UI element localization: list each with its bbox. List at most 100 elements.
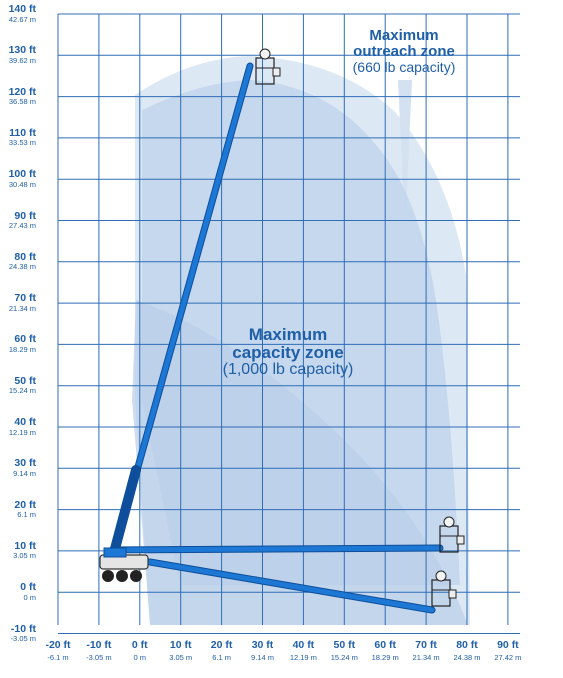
x-tick-label: -10 ft -3.05 m [77,640,121,661]
boom-lower [147,559,435,613]
x-tick-ft: 50 ft [333,639,356,651]
y-tick-ft: -10 ft [10,622,36,635]
y-tick-label: 60 ft 18.29 m [0,334,36,353]
y-tick-m: 0 m [23,592,36,602]
y-tick-label: 80 ft 24.38 m [0,252,36,271]
capacity-zone-lower [132,300,468,625]
x-tick-label: 10 ft 3.05 m [159,640,203,661]
y-tick-m: 21.34 m [8,303,36,313]
x-tick-ft: -20 ft [45,639,71,651]
y-tick-ft: 80 ft [14,250,36,263]
x-tick-ft: 60 ft [374,639,396,651]
control-box [448,589,457,599]
x-tick-ft: 30 ft [251,639,274,651]
y-tick-ft: 70 ft [14,292,36,305]
y-tick-ft: 110 ft [9,126,36,139]
x-tick-label: 60 ft 18.29 m [363,640,407,661]
outreach-zone-capacity: (660 lb capacity) [352,58,456,75]
control-box [272,67,281,77]
y-tick-m: 39.62 m [8,55,36,65]
y-tick-label: 30 ft 9.14 m [0,458,36,477]
y-tick-label: -10 ft -3.05 m [0,622,36,643]
y-tick-ft: 90 ft [14,209,36,222]
y-tick-label: 70 ft 21.34 m [0,293,36,312]
platform-lower [431,570,457,607]
turntable [103,547,127,558]
x-tick-label: 90 ft 27.42 m [486,640,530,661]
x-tick-label: 40 ft 12.19 m [281,640,325,661]
outreach-zone-title-2: outreach zone [353,42,455,60]
y-tick-m: 42.67 m [8,14,36,24]
capacity-zone-title-1: Maximum [248,325,328,344]
y-tick-ft: 130 ft [8,44,36,57]
y-tick-m: 24.38 m [8,262,36,272]
y-tick-label: 50 ft 15.24 m [0,376,36,395]
y-tick-label: 140 ft 42.67 m [0,4,36,23]
y-tick-label: 120 ft 36.58 m [0,87,36,106]
y-tick-m: 18.29 m [8,344,36,354]
x-tick-m: 21.34 m [412,652,440,662]
y-tick-m: 27.43 m [8,221,36,230]
x-tick-m: 24.38 m [453,652,481,662]
boom-drawings [99,48,465,614]
y-tick-m: 33.53 m [8,138,36,148]
x-tick-ft: 90 ft [497,639,519,651]
y-tick-m: 30.48 m [8,179,36,189]
x-tick-m: 9.14 m [251,652,274,662]
x-tick-m: 6.1 m [212,652,231,662]
platform-top [255,48,281,85]
y-tick-m: -3.05 m [10,634,36,643]
control-box [456,535,465,545]
x-tick-ft: 0 ft [131,639,148,651]
capacity-zone-label: Maximum capacity zone (1,000 lb capacity… [200,326,376,378]
y-tick-label: 40 ft 12.19 m [0,417,36,436]
boom-horizontal [109,545,443,553]
x-tick-m: -3.05 m [86,652,112,662]
capacity-zone-title-2: capacity zone [232,342,344,362]
y-tick-m: 12.19 m [8,427,36,437]
y-tick-label: 110 ft 33.53 m [0,128,36,147]
y-tick-ft: 140 ft [8,3,36,15]
y-tick-m: 9.14 m [13,468,36,478]
y-tick-ft: 30 ft [14,457,36,470]
x-tick-m: 0 m [133,652,147,662]
wheel [130,570,142,582]
lift-chassis [99,547,149,582]
outreach-zone-callout [398,80,412,230]
x-tick-m: 3.05 m [169,652,193,662]
y-tick-label: 130 ft 39.62 m [0,45,36,64]
y-tick-label: 90 ft 27.43 m [0,209,36,230]
y-tick-m: 36.58 m [8,97,36,107]
y-tick-ft: 20 ft [14,498,36,511]
x-tick-m: 15.24 m [330,652,358,662]
operator-head [435,570,447,582]
x-tick-m: 12.19 m [289,652,317,662]
wheel [102,570,114,582]
y-tick-ft: 120 ft [8,85,36,98]
y-tick-m: 15.24 m [8,386,36,396]
x-tick-label: 20 ft 6.1 m [200,640,244,661]
outreach-zone-label: Maximum outreach zone (660 lb capacity) [340,28,468,74]
y-tick-ft: 40 ft [14,416,36,428]
x-tick-label: 80 ft 24.38 m [445,640,489,661]
y-tick-ft: 10 ft [14,539,36,552]
y-tick-m: 6.1 m [17,510,36,520]
wheel [116,570,128,582]
y-tick-ft: 50 ft [14,374,36,387]
platform-horizontal [439,516,465,553]
operator-head [443,516,455,528]
y-tick-label: 100 ft 30.48 m [0,169,36,188]
x-tick-label: 30 ft 9.14 m [241,640,285,661]
x-tick-m: -6.1 m [47,652,69,662]
y-tick-label: 0 ft 0 m [0,582,36,601]
x-tick-ft: 20 ft [210,639,233,651]
x-tick-m: 18.29 m [371,652,399,662]
boom-base-section [107,465,141,565]
x-tick-ft: 10 ft [169,639,192,651]
x-tick-ft: 70 ft [415,639,437,651]
x-tick-m: 27.42 m [494,652,522,662]
x-tick-label: 0 ft 0 m [118,640,162,661]
operator-head [259,48,271,60]
x-tick-ft: 40 ft [292,639,315,651]
